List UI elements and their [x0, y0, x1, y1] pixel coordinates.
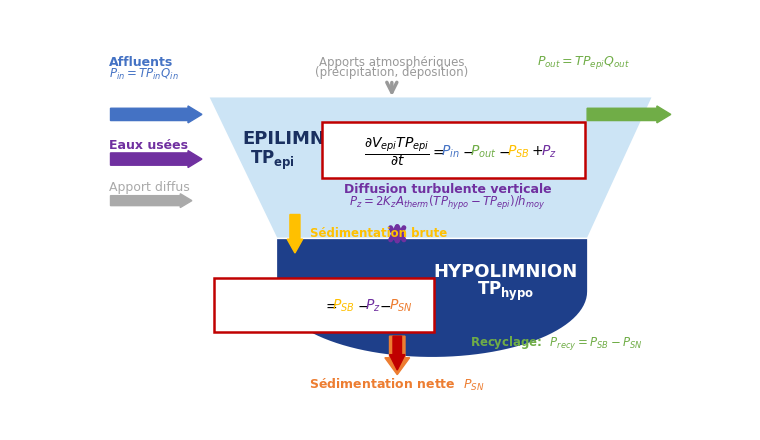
FancyArrow shape: [110, 150, 202, 168]
Text: $P_{SB}$: $P_{SB}$: [506, 143, 529, 160]
Text: $\mathbf{TP_{epi}}$: $\mathbf{TP_{epi}}$: [250, 149, 295, 172]
Text: $P_{out}$: $P_{out}$: [470, 143, 497, 160]
Text: $\dfrac{\partial V_{hypo}TP_{hypo}}{\partial t}$: $\dfrac{\partial V_{hypo}TP_{hypo}}{\par…: [248, 289, 332, 322]
Polygon shape: [277, 239, 587, 357]
Text: Diffusion turbulente verticale: Diffusion turbulente verticale: [344, 183, 552, 196]
Text: (précipitation, déposition): (précipitation, déposition): [315, 66, 468, 79]
Text: HYPOLIMNION: HYPOLIMNION: [434, 263, 578, 281]
Text: $=$: $=$: [323, 298, 337, 312]
Text: Apport diffus: Apport diffus: [109, 181, 190, 194]
Text: $P_{in} = TP_{in}Q_{in}$: $P_{in} = TP_{in}Q_{in}$: [109, 67, 179, 82]
FancyArrow shape: [110, 106, 202, 123]
Text: $P_{SB}$: $P_{SB}$: [332, 297, 355, 314]
Text: $P_z = 2K_zA_{therm}(TP_{hypo} - TP_{epi})/h_{moy}$: $P_z = 2K_zA_{therm}(TP_{hypo} - TP_{epi…: [350, 194, 546, 212]
Polygon shape: [210, 98, 651, 238]
Text: Recyclage:  $P_{recy} = P_{SB} - P_{SN}$: Recyclage: $P_{recy} = P_{SB} - P_{SN}$: [470, 335, 642, 353]
Text: $P_{in}$: $P_{in}$: [442, 143, 460, 160]
Text: $P_z$: $P_z$: [366, 297, 381, 314]
Text: $P_z$: $P_z$: [540, 143, 556, 160]
FancyArrow shape: [389, 336, 405, 370]
Text: $-$: $-$: [357, 298, 369, 312]
Text: $-$: $-$: [461, 144, 473, 158]
Text: Eaux usées: Eaux usées: [109, 139, 188, 152]
Text: Apports atmosphériques: Apports atmosphériques: [319, 55, 464, 69]
Text: Sédimentation nette  $P_{SN}$: Sédimentation nette $P_{SN}$: [309, 378, 485, 393]
Text: $P_{SN}$: $P_{SN}$: [388, 297, 412, 314]
Text: $\dfrac{\partial V_{epi}TP_{epi}}{\partial t}$: $\dfrac{\partial V_{epi}TP_{epi}}{\parti…: [364, 135, 430, 168]
FancyArrow shape: [385, 336, 410, 375]
Text: $\mathbf{TP_{hypo}}$: $\mathbf{TP_{hypo}}$: [477, 280, 534, 303]
Text: EPILIMNION: EPILIMNION: [242, 130, 362, 148]
FancyBboxPatch shape: [214, 279, 434, 332]
Text: $-$: $-$: [379, 298, 391, 312]
Text: Affluents: Affluents: [109, 56, 173, 70]
Text: Sédimentation brute: Sédimentation brute: [310, 227, 448, 240]
Text: $P_{out} = TP_{epi}Q_{out}$: $P_{out} = TP_{epi}Q_{out}$: [537, 54, 629, 71]
Text: $-$: $-$: [498, 144, 510, 158]
FancyBboxPatch shape: [322, 122, 584, 177]
FancyArrow shape: [110, 194, 192, 208]
FancyArrow shape: [587, 106, 671, 123]
Text: $=$: $=$: [430, 144, 445, 158]
Text: $+$: $+$: [531, 144, 543, 158]
FancyArrow shape: [287, 214, 302, 253]
